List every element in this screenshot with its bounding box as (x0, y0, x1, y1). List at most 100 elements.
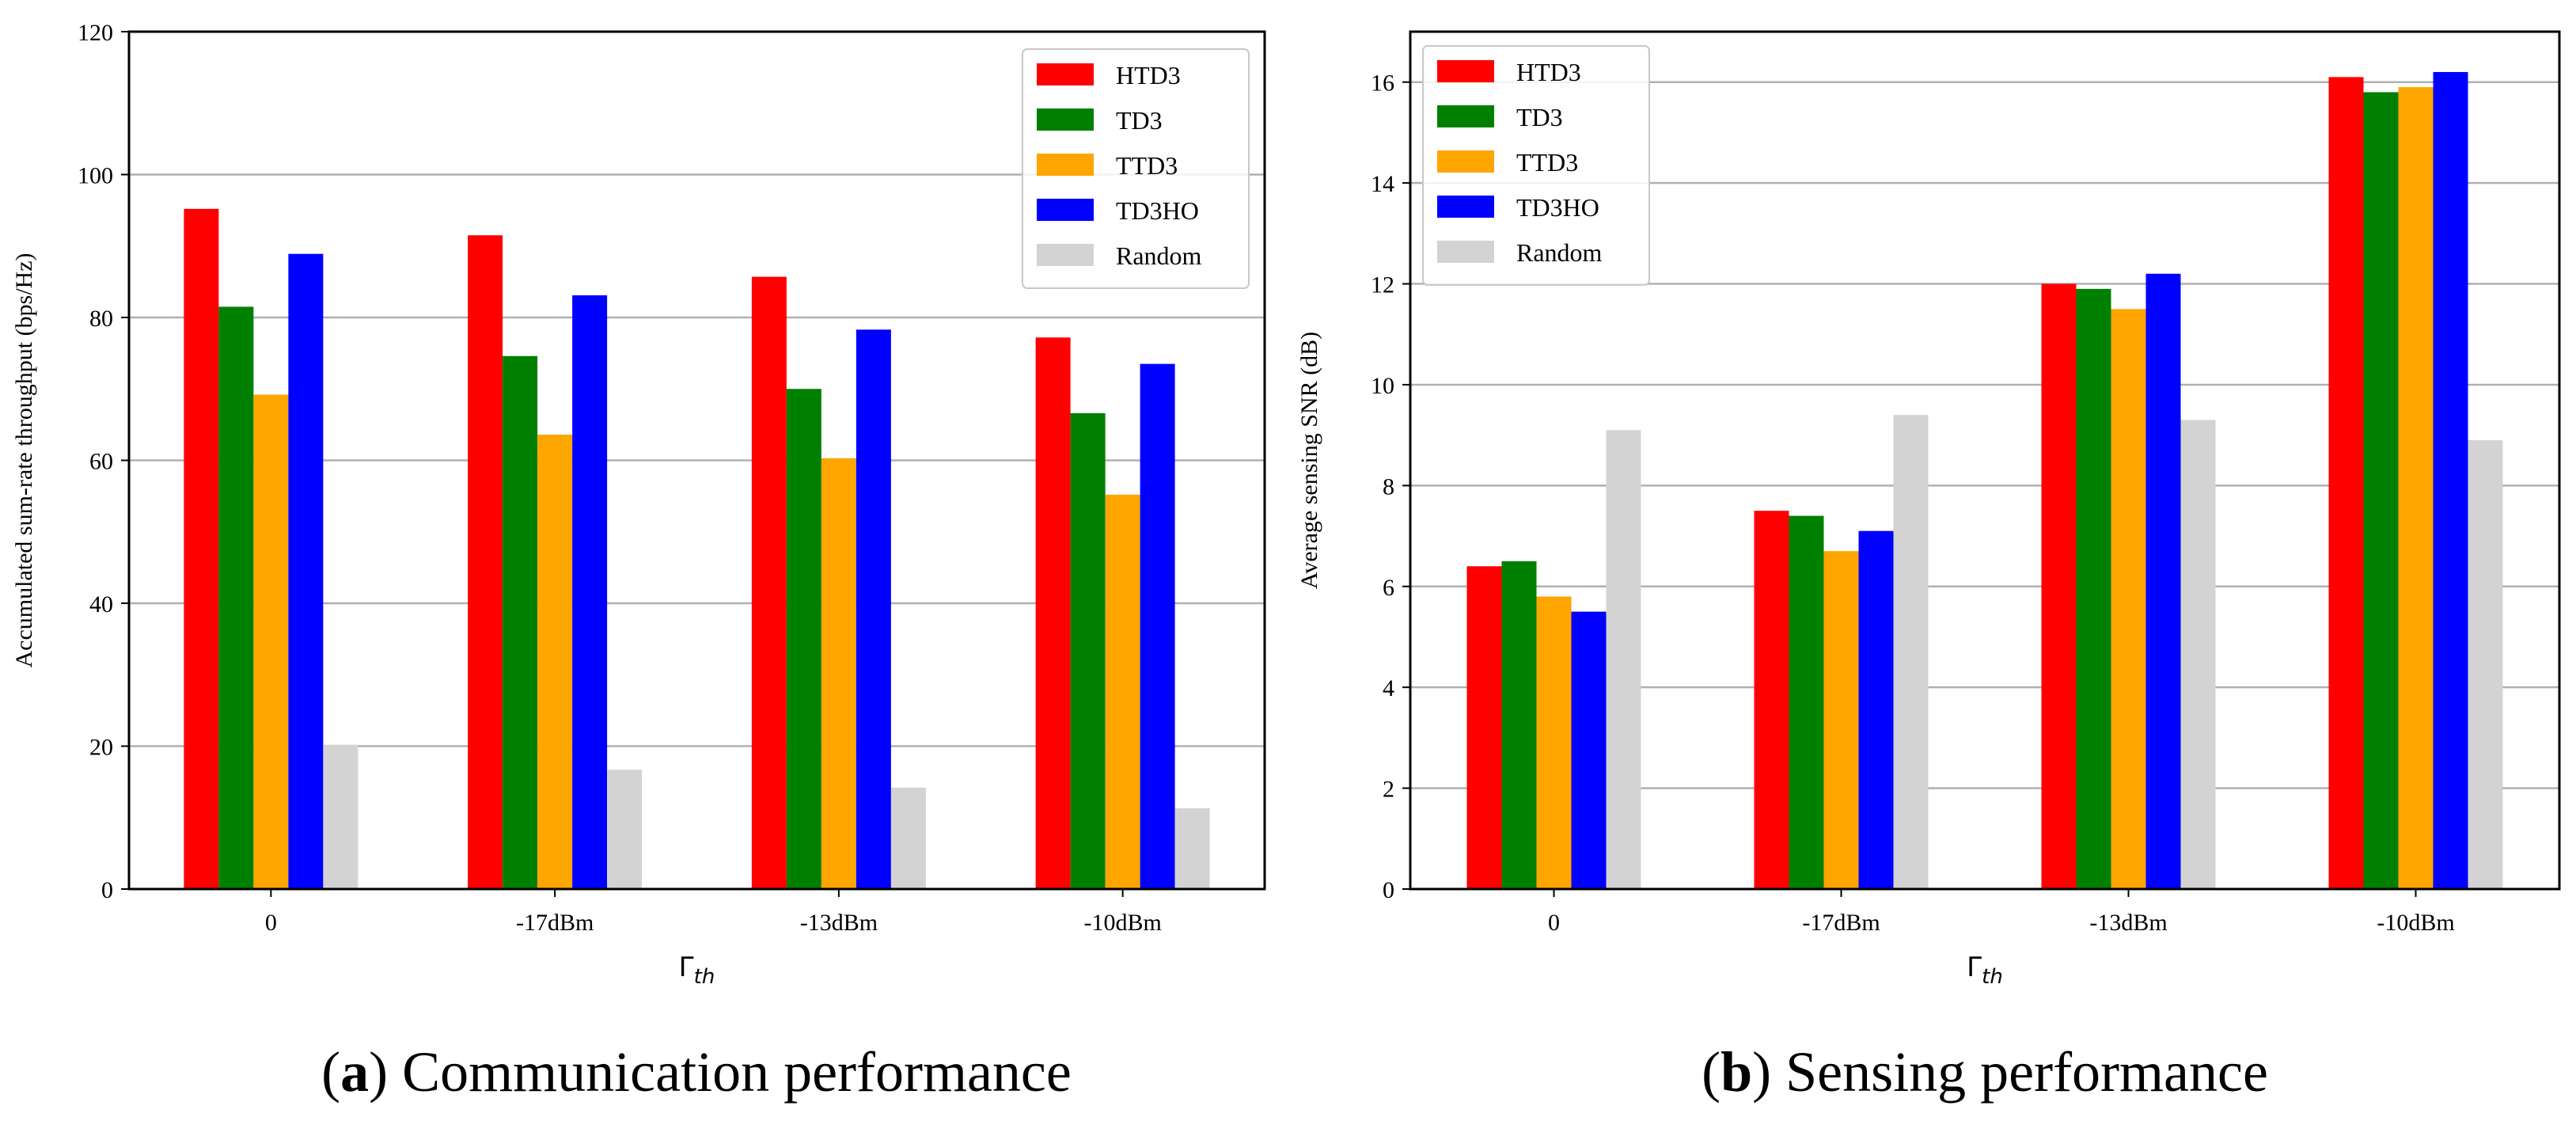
bar-random-1 (607, 770, 643, 889)
bar-htd3-0 (1466, 566, 1502, 889)
bar-td3ho-0 (1571, 611, 1607, 889)
panel-caption: (b) Sensing performance (1702, 1040, 2268, 1104)
legend-swatch-htd3 (1037, 63, 1094, 86)
bar-random-3 (2468, 440, 2503, 889)
bar-ttd3-3 (1105, 494, 1140, 889)
bar-htd3-1 (468, 235, 503, 889)
plot-frame (127, 30, 1266, 891)
x-tick-label: 0 (265, 910, 277, 936)
bar-td3ho-2 (2145, 273, 2181, 890)
caption-letter: a (340, 1040, 369, 1104)
y-tick-label: 120 (78, 20, 113, 46)
y-tick-label: 6 (1383, 575, 1394, 601)
y-axis-label: Accumulated sum-rate throughput (bps/Hz) (11, 253, 37, 667)
caption-paren-open: ( (1702, 1040, 1720, 1104)
y-tick-label: 40 (89, 591, 113, 618)
bar-random-3 (1174, 808, 1210, 889)
y-tick-label: 80 (89, 306, 113, 332)
x-tick-label: -10dBm (1083, 910, 1161, 936)
x-axis-label-sub: th (694, 965, 715, 989)
legend-label: TD3HO (1116, 196, 1199, 225)
x-tick-label: -13dBm (2089, 910, 2167, 936)
y-tick-label: 100 (78, 163, 113, 189)
x-tick-label: -17dBm (516, 910, 594, 936)
bar-htd3-0 (184, 208, 219, 889)
legend-swatch-htd3 (1437, 60, 1494, 82)
legend-swatch-td3 (1037, 108, 1094, 131)
bar-ttd3-0 (253, 394, 289, 890)
x-tick-label: -17dBm (1802, 910, 1880, 936)
bar-ttd3-2 (2111, 309, 2146, 890)
bar-td3ho-3 (1140, 363, 1175, 890)
legend-swatch-random (1437, 241, 1494, 263)
y-tick-label: 60 (89, 449, 113, 475)
y-tick-label: 20 (89, 735, 113, 761)
caption-title: Sensing performance (1785, 1040, 2268, 1104)
bar-ttd3-2 (821, 458, 856, 889)
y-tick-label: 16 (1371, 70, 1394, 97)
caption-title: Communication performance (402, 1040, 1072, 1104)
bar-td3-3 (1070, 412, 1106, 889)
bar-td3-0 (1501, 560, 1537, 889)
bar-ttd3-0 (1536, 596, 1572, 889)
bar-td3ho-1 (572, 295, 608, 890)
bar-htd3-1 (1754, 511, 1789, 889)
legend-swatch-ttd3 (1037, 154, 1094, 176)
bar-ttd3-1 (1823, 551, 1859, 889)
x-axis-label-main: Γ (679, 952, 694, 983)
legend-label: HTD3 (1116, 61, 1181, 89)
bar-random-0 (323, 744, 359, 889)
bar-td3ho-0 (288, 253, 324, 889)
legend-label: HTD3 (1516, 58, 1581, 86)
x-axis-label: Γth (679, 952, 715, 989)
legend-label: TD3 (1116, 106, 1163, 135)
x-axis-label-main: Γ (1967, 952, 1982, 983)
y-tick-label: 2 (1383, 777, 1394, 803)
bar-random-0 (1606, 430, 1641, 889)
y-tick-label: 10 (1371, 373, 1394, 399)
y-tick-label: 12 (1371, 272, 1394, 298)
bar-td3-1 (503, 355, 538, 889)
bar-td3ho-3 (2433, 71, 2468, 889)
legend-label: TD3 (1516, 103, 1563, 131)
bar-td3-2 (786, 389, 821, 889)
bar-random-2 (2180, 420, 2216, 889)
legend-label: TTD3 (1116, 151, 1178, 180)
x-axis-label-sub: th (1982, 965, 2003, 989)
caption-paren-close: ) (1752, 1040, 1785, 1104)
x-tick-label: 0 (1548, 910, 1560, 936)
caption-paren-close: ) (369, 1040, 402, 1104)
legend-label: Random (1516, 238, 1603, 267)
panel-sensing: 0 -17dBm -13dBm -10dBm 0 2 4 6 8 10 12 14 16 Average … (1296, 30, 2561, 1104)
bar-htd3-3 (2328, 77, 2364, 889)
bar-td3ho-1 (1858, 530, 1894, 889)
bar-td3ho-2 (856, 329, 891, 889)
x-tick-label: -10dBm (2377, 910, 2454, 936)
legend-swatch-random (1037, 244, 1094, 266)
bar-ttd3-3 (2398, 87, 2434, 889)
y-tick-label: 8 (1383, 473, 1394, 500)
bar-td3-2 (2076, 288, 2111, 889)
caption-letter: b (1720, 1040, 1752, 1104)
bar-random-1 (1893, 415, 1929, 889)
bar-td3-0 (218, 306, 254, 889)
x-tick-label: -13dBm (800, 910, 878, 936)
bar-random-2 (890, 787, 926, 889)
legend-swatch-td3ho (1437, 196, 1494, 218)
bar-ttd3-1 (537, 435, 573, 889)
legend-swatch-td3ho (1037, 199, 1094, 221)
legend: HTD3 TD3 TTD3 TD3HO Random (1022, 48, 1250, 289)
y-tick-label: 14 (1371, 171, 1394, 197)
legend-label: Random (1116, 241, 1202, 270)
y-tick-label: 0 (101, 877, 113, 903)
bar-htd3-2 (751, 276, 787, 889)
legend: HTD3 TD3 TTD3 TD3HO Random (1422, 45, 1650, 286)
y-axis-label: Average sensing SNR (dB) (1296, 332, 1322, 589)
legend-label: TTD3 (1516, 148, 1578, 177)
plot-frame (1409, 30, 2561, 891)
y-tick-label: 4 (1383, 675, 1394, 701)
bar-htd3-2 (2041, 283, 2077, 889)
legend-swatch-ttd3 (1437, 150, 1494, 173)
bar-td3-1 (1789, 515, 1824, 889)
